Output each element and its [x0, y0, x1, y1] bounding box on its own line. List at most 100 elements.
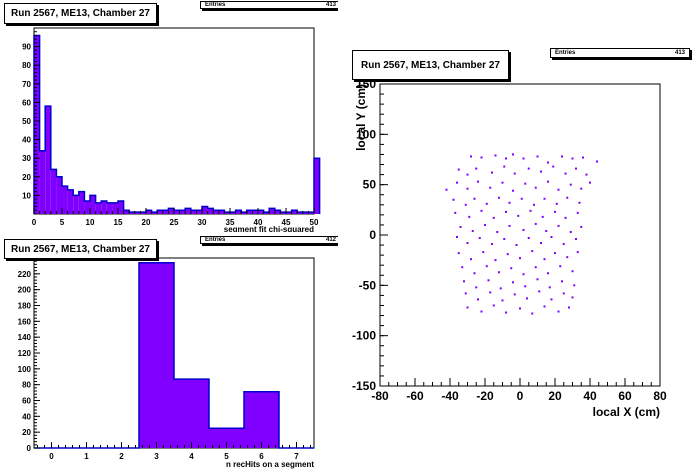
xy-point [445, 188, 448, 191]
chi2-bar [62, 186, 68, 214]
chi2-bar [67, 189, 74, 214]
chi2-bar [274, 210, 281, 214]
xy-point [501, 181, 504, 184]
chi2-xtick-label: 40 [254, 218, 263, 227]
xy-point [526, 297, 528, 300]
xy-scatter: -150 -100 -50 0 50 100 150 -80 -60 -40 -20 0 20 40 60 8… [352, 77, 667, 419]
xy-point [492, 216, 495, 219]
xy-point [561, 155, 563, 158]
chi2-stats-value: 413 [325, 2, 336, 8]
chi2-xtick-label: 25 [170, 218, 179, 227]
xy-point [589, 181, 591, 184]
nhits-bar [139, 262, 174, 448]
chi2-bar [258, 210, 264, 214]
xy-point [578, 201, 581, 204]
chi2-xtick-label: 5 [60, 218, 65, 227]
xy-point [480, 209, 483, 212]
xy-point [534, 222, 537, 225]
chi2-bar [291, 210, 298, 214]
xy-point [547, 180, 549, 183]
chi2-bar [190, 210, 197, 214]
xy-stats-value: 413 [674, 50, 685, 56]
chi2-bar [168, 208, 174, 214]
xy-point [562, 243, 565, 246]
chi2-stats-label: Entries [205, 2, 226, 8]
xy-point [485, 202, 488, 205]
xy-point [562, 292, 565, 295]
xy-point [555, 202, 558, 205]
xy-point [489, 291, 492, 294]
chi2-bar [123, 210, 130, 214]
xy-point [513, 293, 516, 296]
xy-xtick-label: -80 [371, 389, 389, 403]
chi2-bar [302, 212, 309, 214]
xy-point [547, 272, 549, 275]
xy-point [547, 161, 549, 164]
xy-point [475, 286, 478, 289]
nhits-ytick-label: 120 [18, 349, 32, 358]
nhits-ytick-label: 80 [22, 381, 31, 390]
xy-point [564, 216, 567, 219]
nhits-xtick-label: 0 [49, 452, 54, 461]
chi2-bar [50, 169, 57, 214]
xy-point [545, 229, 548, 232]
chi2-bar [112, 202, 118, 214]
chi2-panel: 10 20 30 40 50 60 70 80 90 0 5 10 15 20 25 30 35 40 45 50 se… [0, 0, 338, 232]
xy-point [568, 306, 570, 309]
xy-xtick-label: -60 [406, 389, 424, 403]
xy-point [505, 311, 507, 314]
xy-point [456, 236, 458, 239]
chi2-bar [241, 212, 247, 214]
xy-point [548, 286, 551, 289]
xy-ytick-label: -50 [359, 278, 377, 292]
nhits-ytick-label: 160 [18, 317, 32, 326]
xy-ytick-label: -150 [352, 379, 376, 393]
chi2-bar [95, 202, 102, 214]
xy-point [506, 253, 509, 256]
nhits-stats-box: Entries 412 [200, 236, 338, 244]
chi2-bar [45, 106, 51, 214]
xy-ytick-label: 50 [363, 178, 377, 192]
xy-point [515, 244, 518, 247]
xy-point [582, 156, 584, 159]
chi2-bar [314, 158, 320, 214]
xy-point [585, 173, 588, 176]
xy-point [494, 259, 497, 262]
xy-point [573, 284, 576, 287]
xy-point [531, 312, 534, 315]
xy-point [470, 155, 472, 158]
xy-point [457, 252, 460, 255]
xy-stats-box: Entries 413 [550, 48, 690, 58]
xy-point [468, 215, 471, 218]
xy-point [575, 167, 577, 170]
xy-point [477, 180, 479, 183]
chi2-bar [308, 212, 314, 214]
xy-point [508, 224, 511, 227]
xy-point [503, 165, 506, 168]
xy-point [505, 157, 507, 160]
chi2-bar [56, 176, 62, 214]
xy-point [561, 280, 563, 283]
chi2-outline [33, 34, 321, 214]
chi2-bar [297, 212, 303, 214]
xy-point [456, 181, 458, 184]
chi2-bar [140, 212, 146, 214]
xy-point [475, 167, 478, 170]
chi2-bar [252, 210, 258, 214]
nhits-xtick-label: 6 [259, 452, 264, 461]
chi2-bar [118, 200, 124, 214]
xy-point [496, 230, 499, 233]
chi2-xtick-label: 20 [142, 218, 151, 227]
chi2-bar [129, 212, 135, 214]
xy-point [466, 187, 469, 190]
nhits-ytick-label: 40 [22, 412, 31, 421]
xy-point [540, 242, 542, 245]
xy-point [534, 186, 537, 189]
xy-point [464, 203, 467, 206]
chi2-bar [202, 206, 208, 214]
chi2-bar [84, 200, 90, 214]
xy-point [487, 279, 490, 282]
xy-point [480, 310, 483, 313]
chi2-xtick-label: 15 [114, 218, 123, 227]
xy-point [459, 225, 462, 228]
